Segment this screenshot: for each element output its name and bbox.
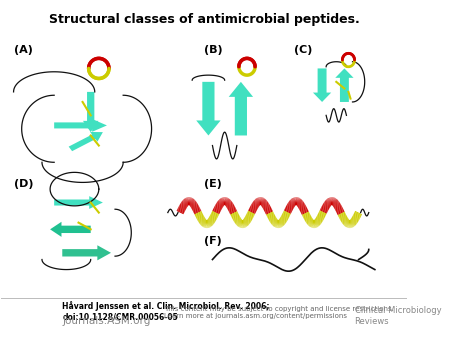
Text: (F): (F): [204, 236, 222, 246]
Text: (C): (C): [294, 45, 312, 55]
Text: Journals.ASM.org: Journals.ASM.org: [62, 316, 151, 327]
Text: Håvard Jenssen et al. Clin. Microbiol. Rev. 2006;
doi:10.1128/CMR.00056-05: Håvard Jenssen et al. Clin. Microbiol. R…: [62, 301, 270, 322]
Text: Clinical Microbiology
Reviews: Clinical Microbiology Reviews: [355, 307, 441, 326]
FancyArrow shape: [229, 82, 253, 136]
FancyArrow shape: [62, 245, 111, 260]
Text: (E): (E): [204, 179, 222, 189]
Text: Structural classes of antimicrobial peptides.: Structural classes of antimicrobial pept…: [49, 13, 360, 26]
FancyArrow shape: [335, 68, 354, 102]
FancyArrow shape: [54, 196, 103, 209]
FancyArrow shape: [196, 82, 220, 136]
FancyArrow shape: [50, 222, 91, 237]
FancyArrow shape: [313, 68, 331, 102]
Text: (D): (D): [14, 179, 33, 189]
FancyArrow shape: [69, 132, 103, 151]
FancyArrow shape: [54, 119, 107, 132]
Text: (B): (B): [204, 45, 223, 55]
Text: (A): (A): [14, 45, 32, 55]
Text: This content may be subject to copyright and license restrictions.
Learn more at: This content may be subject to copyright…: [164, 307, 394, 319]
FancyArrow shape: [83, 92, 99, 132]
